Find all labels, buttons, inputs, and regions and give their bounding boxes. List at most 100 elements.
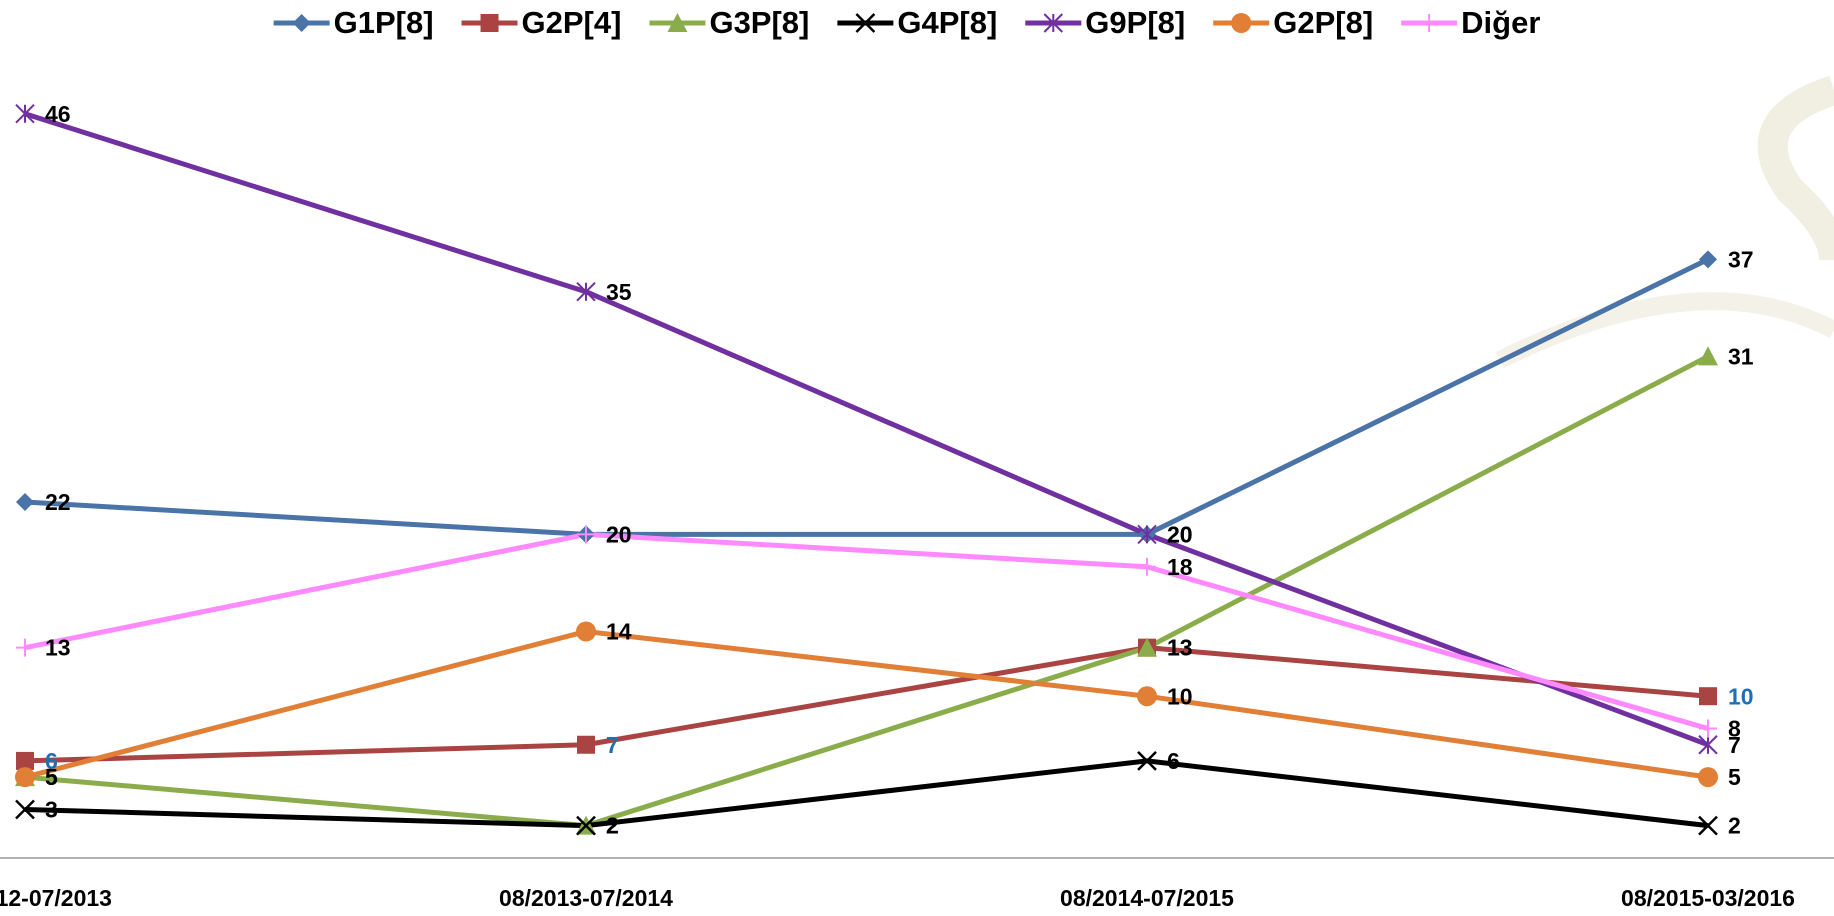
legend-item: G2P[8]: [1213, 5, 1373, 40]
marker: [1698, 735, 1718, 755]
data-label: 20: [606, 521, 632, 547]
marker: [1698, 767, 1718, 788]
marker: [577, 525, 595, 544]
marker: [16, 493, 34, 512]
marker: [480, 14, 499, 32]
data-label: 3: [45, 797, 58, 823]
legend-label: G4P[8]: [897, 5, 997, 40]
series-line: [24, 531, 1709, 731]
marker: [577, 735, 595, 754]
series-line: [24, 628, 1709, 780]
series: [24, 111, 1709, 748]
x-tick-label: 08/2012-07/2013: [0, 885, 112, 911]
data-label: 8: [1728, 716, 1741, 742]
legend: G1P[8] G2P[4] G3P[8] G4P[8] G9P[8] G2P[8] Diğe…: [273, 5, 1540, 40]
series-line: [24, 354, 1710, 829]
data-label: 13: [1167, 635, 1193, 661]
data-label: 13: [1167, 635, 1193, 661]
data-label: 6: [1167, 748, 1180, 774]
marker: [576, 815, 596, 836]
marker: [16, 751, 34, 770]
series: [24, 628, 1709, 780]
series: [24, 645, 1709, 764]
legend-item: Diğer: [1401, 5, 1540, 40]
data-label: 20: [606, 521, 632, 547]
marker: [16, 638, 34, 657]
marker: [855, 13, 876, 33]
marker: [1698, 346, 1718, 366]
data-label: 35: [606, 279, 632, 305]
plot-area: 08/2012-07/2013 08/2013-07/2014 08/2014-07…: [0, 101, 1795, 911]
series-points: 46 35 20 7: [15, 101, 1741, 758]
series-line: [24, 257, 1710, 537]
x-tick-label: 08/2015-03/2016: [1621, 885, 1795, 911]
marker: [15, 767, 35, 788]
series-line: [24, 758, 1709, 829]
data-label: 7: [606, 732, 619, 758]
marker: [1137, 751, 1157, 771]
data-label: 6: [45, 748, 58, 774]
marker: [292, 14, 311, 32]
series-points: 5 2 13 31: [15, 343, 1754, 839]
marker: [1698, 815, 1718, 836]
series: [24, 354, 1710, 829]
legend-label: G2P[4]: [522, 5, 622, 40]
marker: [1699, 719, 1717, 738]
marker: [1137, 524, 1157, 545]
series-points: 13 20 18 8: [16, 521, 1741, 742]
legend-item: G3P[8]: [649, 5, 809, 40]
marker: [1137, 686, 1157, 707]
marker: [1420, 14, 1439, 32]
legend-item: G9P[8]: [1025, 5, 1185, 40]
data-label: 20: [1167, 521, 1193, 547]
marker: [1043, 13, 1064, 33]
series-line: [24, 111, 1709, 748]
x-tick-label: 08/2013-07/2014: [499, 885, 673, 911]
data-label: 31: [1728, 343, 1754, 369]
series-points: 5 14 10 5: [15, 619, 1741, 790]
data-label: 46: [45, 101, 71, 127]
legend-label: G9P[8]: [1085, 5, 1185, 40]
series: [24, 257, 1710, 537]
marker: [1137, 637, 1157, 657]
series-points: 6 7 13 10: [16, 635, 1754, 774]
marker: [1699, 250, 1717, 269]
data-label: 22: [45, 489, 71, 515]
marker: [15, 799, 35, 820]
background-swirl: [1757, 75, 1834, 262]
legend-label: G3P[8]: [709, 5, 809, 40]
data-label: 5: [45, 764, 58, 790]
legend-label: G2P[8]: [1273, 5, 1373, 40]
x-tick-label: 08/2014-07/2015: [1060, 885, 1234, 911]
data-label: 14: [606, 619, 632, 645]
data-label: 13: [45, 635, 71, 661]
marker: [667, 13, 688, 32]
data-label: 18: [1167, 554, 1193, 580]
legend-item: G2P[4]: [461, 5, 622, 40]
data-label: 5: [45, 764, 58, 790]
data-label: 2: [606, 813, 619, 839]
data-label: 5: [1728, 764, 1741, 790]
marker: [15, 104, 35, 124]
marker: [1231, 13, 1252, 33]
data-label: 20: [1167, 521, 1193, 547]
data-label: 2: [1728, 813, 1741, 839]
marker: [1699, 687, 1717, 706]
series: [24, 531, 1709, 731]
series: [24, 758, 1709, 829]
series-points: 22 20 20 37: [16, 246, 1754, 547]
data-label: 7: [1728, 732, 1741, 758]
marker: [576, 281, 596, 302]
legend-item: G1P[8]: [273, 5, 434, 40]
legend-label: G1P[8]: [334, 5, 434, 40]
legend-item: G4P[8]: [837, 5, 997, 40]
data-label: 2: [606, 813, 619, 839]
data-label: 10: [1167, 683, 1193, 709]
series-line: [24, 645, 1709, 764]
data-label: 37: [1728, 246, 1754, 272]
marker: [1138, 557, 1156, 576]
data-label: 10: [1728, 683, 1754, 709]
series-points: 3 2 6 2: [15, 748, 1741, 839]
background-swirl: [1495, 292, 1834, 369]
